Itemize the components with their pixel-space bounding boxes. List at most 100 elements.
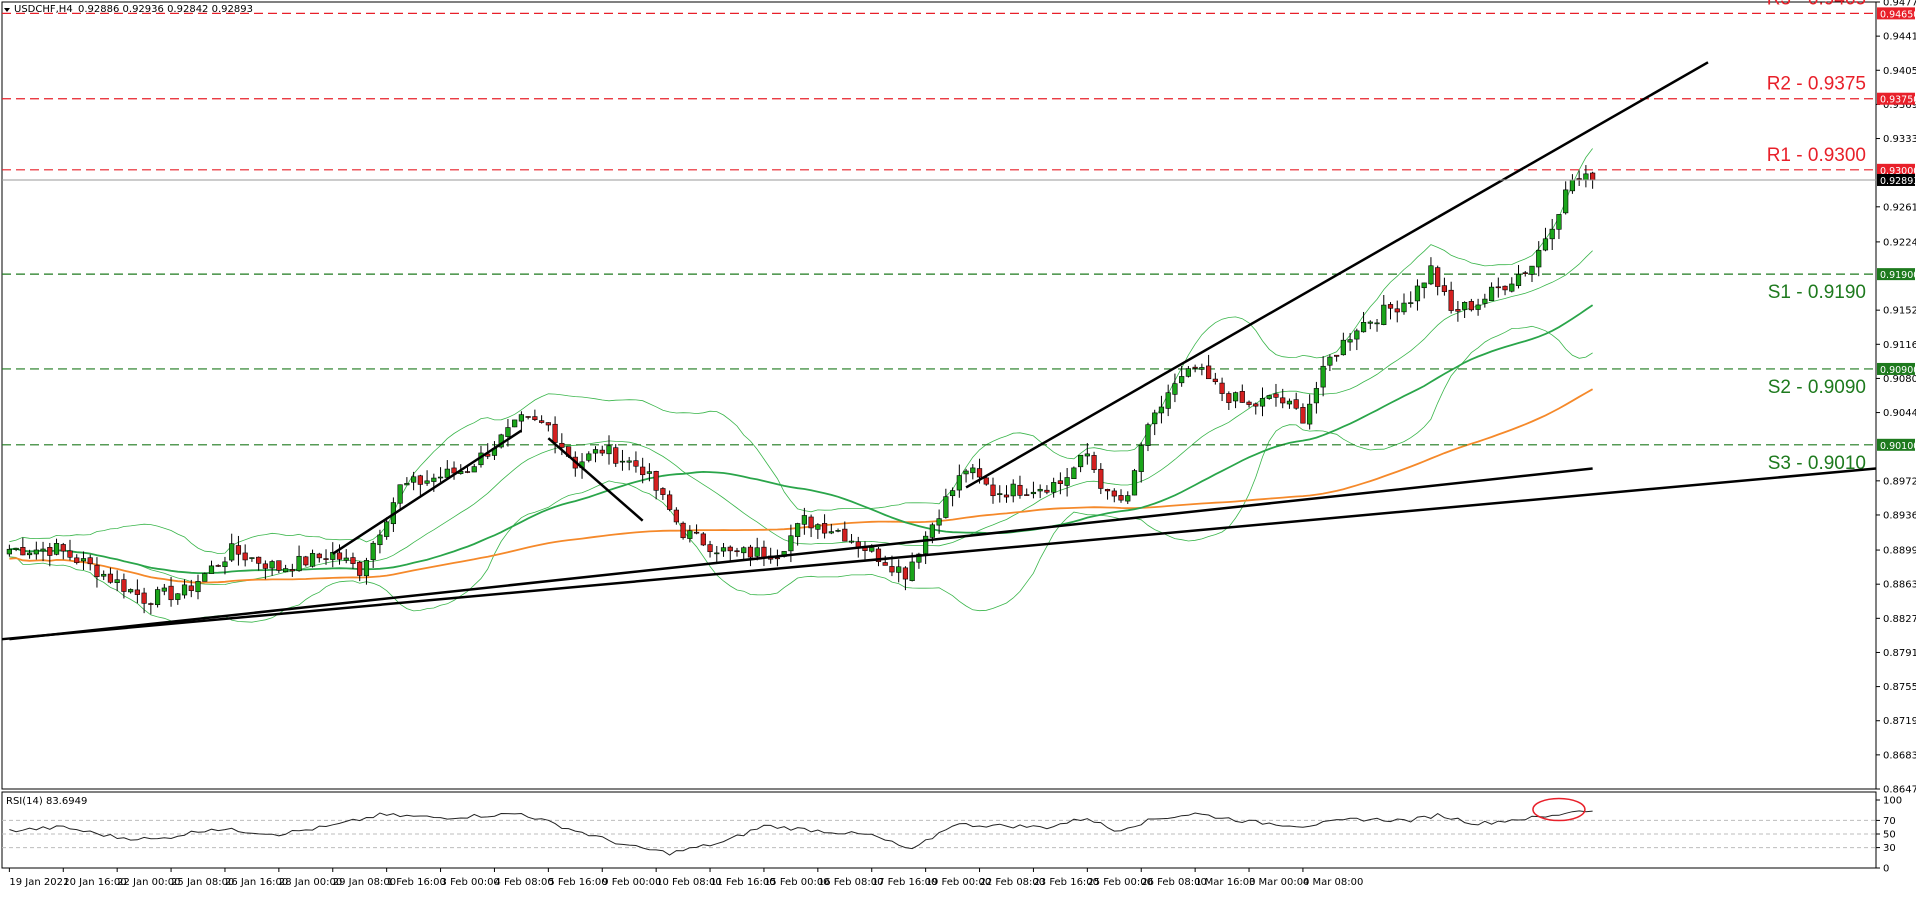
candle: [1003, 485, 1010, 503]
candle-body: [727, 546, 733, 552]
candle-body: [424, 480, 430, 484]
candle: [774, 549, 781, 567]
candle-body: [1468, 301, 1474, 311]
candle-body: [592, 449, 599, 454]
candle: [1307, 394, 1313, 430]
candle-body: [909, 561, 915, 581]
candle-body: [101, 573, 107, 577]
level-label: R3 - 0.9465: [1767, 0, 1866, 9]
candle: [235, 535, 242, 566]
candle: [700, 532, 706, 547]
candle-body: [1475, 304, 1481, 310]
candle-body: [1226, 393, 1232, 403]
candle: [545, 422, 551, 432]
candle-body: [956, 475, 962, 491]
time-tick-label: 11 Feb 16:00: [710, 877, 776, 888]
candle: [1145, 422, 1151, 452]
candle-body: [1509, 283, 1515, 292]
candle-body: [916, 553, 922, 563]
candle-body: [80, 558, 87, 562]
candle-body: [256, 556, 262, 564]
candle: [1374, 319, 1380, 332]
candle-body: [882, 562, 888, 566]
candle-body: [1084, 453, 1090, 457]
candle-body: [539, 420, 545, 423]
candle: [1165, 384, 1171, 417]
candle: [626, 456, 632, 471]
candle: [451, 461, 457, 480]
candle: [1246, 400, 1252, 408]
candle-body: [976, 468, 983, 478]
candle-body: [808, 516, 814, 529]
candle-body: [545, 422, 551, 426]
candle-body: [613, 447, 619, 464]
candle-body: [720, 547, 727, 552]
candle-body: [242, 552, 248, 561]
level-label: R2 - 0.9375: [1767, 74, 1866, 95]
rsi-tick-label: 50: [1883, 830, 1896, 841]
candle-body: [1536, 249, 1542, 268]
candle-body: [923, 535, 929, 554]
candle-body: [1145, 424, 1151, 446]
candle: [296, 545, 302, 572]
candle: [518, 411, 525, 433]
time-tick-label: 1 Feb 16:00: [387, 877, 446, 888]
time-tick-label: 25 Jan 08:00: [171, 877, 234, 888]
candle-body: [1569, 179, 1576, 192]
candle-body: [1051, 482, 1057, 493]
candle-body: [1199, 367, 1205, 370]
candle: [357, 561, 363, 582]
candle-body: [53, 543, 60, 555]
candle-body: [1576, 178, 1582, 180]
candle: [1536, 241, 1542, 277]
candle: [6, 544, 12, 557]
candle-body: [1172, 383, 1178, 395]
candle-body: [222, 561, 228, 568]
candle-body: [1131, 470, 1138, 496]
candle: [222, 556, 228, 575]
dropdown-triangle-icon[interactable]: [4, 8, 10, 12]
candle-body: [121, 579, 127, 592]
candle: [1340, 332, 1346, 356]
candle: [289, 563, 295, 577]
candle-body: [1300, 406, 1306, 424]
level-price-tag-text: 0.90900: [1880, 365, 1916, 376]
candle: [1408, 291, 1414, 308]
candle: [417, 474, 423, 496]
candle: [599, 445, 605, 456]
candle-body: [1334, 354, 1340, 357]
time-tick-label: 22 Feb 08:00: [980, 877, 1046, 888]
candle-body: [363, 560, 370, 577]
rsi-pane-frame: [1, 791, 1877, 869]
candle-body: [1293, 399, 1299, 409]
candle: [680, 521, 686, 540]
candle: [1024, 488, 1030, 496]
candle: [687, 525, 693, 543]
candle: [437, 467, 444, 483]
candle: [53, 538, 60, 556]
candle: [262, 560, 268, 580]
candle: [821, 514, 828, 539]
candle-body: [215, 565, 221, 567]
candle-body: [471, 466, 477, 473]
candle-body: [1071, 467, 1077, 480]
candle: [188, 579, 194, 598]
candle-body: [653, 470, 659, 491]
candle-body: [1401, 302, 1407, 313]
time-tick-label: 19 Feb 00:00: [926, 877, 992, 888]
candle-body: [943, 496, 949, 518]
candle-body: [1374, 322, 1380, 325]
candle: [1360, 311, 1367, 333]
candle: [902, 566, 909, 591]
candle: [1280, 388, 1286, 409]
candle-body: [1313, 388, 1320, 404]
candle: [1125, 491, 1131, 505]
candle: [936, 509, 942, 534]
candle-body: [1273, 393, 1279, 398]
candle-body: [1280, 397, 1286, 404]
